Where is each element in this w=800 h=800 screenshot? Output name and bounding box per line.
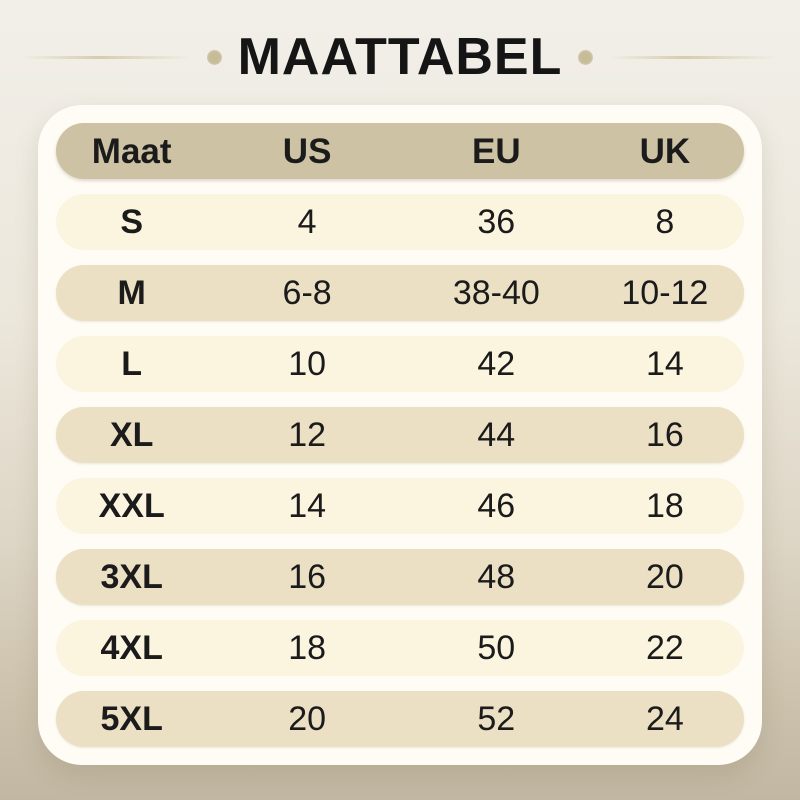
page-title: MAATTABEL bbox=[237, 28, 563, 86]
size-label-cell: 4XL bbox=[100, 629, 163, 667]
size-label-cell: S bbox=[120, 203, 144, 241]
table-row-xxl: XXL 14 46 18 bbox=[56, 478, 744, 534]
uk-value-cell: 10-12 bbox=[621, 274, 709, 312]
eu-value-cell: 50 bbox=[477, 629, 516, 667]
table-header-row: Maat US EU UK bbox=[56, 123, 744, 179]
header-cell-uk: UK bbox=[639, 131, 691, 171]
size-label-cell: XL bbox=[109, 416, 154, 454]
title-band: MAATTABEL bbox=[0, 28, 800, 86]
header-cell-us: US bbox=[282, 131, 332, 171]
uk-value-cell: 8 bbox=[655, 203, 675, 241]
title-decoration-line-left bbox=[22, 55, 191, 59]
title-decoration-line-right bbox=[609, 55, 778, 59]
table-row-xl: XL 12 44 16 bbox=[56, 407, 744, 463]
eu-value-cell: 38-40 bbox=[452, 274, 540, 312]
table-row-3xl: 3XL 16 48 20 bbox=[56, 549, 744, 605]
header-cell-maat: Maat bbox=[91, 131, 172, 171]
us-value-cell: 18 bbox=[288, 629, 327, 667]
table-row-l: L 10 42 14 bbox=[56, 336, 744, 392]
eu-value-cell: 44 bbox=[477, 416, 516, 454]
title-decoration-dot-left-icon bbox=[206, 49, 222, 65]
eu-value-cell: 36 bbox=[477, 203, 516, 241]
uk-value-cell: 22 bbox=[645, 629, 684, 667]
eu-value-cell: 42 bbox=[477, 345, 516, 383]
size-table-card: Maat US EU UK S 4 36 8 M 6-8 38-40 10-12… bbox=[38, 105, 762, 765]
us-value-cell: 14 bbox=[288, 487, 327, 525]
eu-value-cell: 52 bbox=[477, 700, 516, 738]
eu-value-cell: 48 bbox=[477, 558, 516, 596]
eu-value-cell: 46 bbox=[477, 487, 516, 525]
uk-value-cell: 16 bbox=[645, 416, 684, 454]
table-row-m: M 6-8 38-40 10-12 bbox=[56, 265, 744, 321]
us-value-cell: 10 bbox=[288, 345, 327, 383]
size-label-cell: 5XL bbox=[100, 700, 163, 738]
size-label-cell: XXL bbox=[98, 487, 165, 525]
us-value-cell: 4 bbox=[297, 203, 317, 241]
us-value-cell: 20 bbox=[288, 700, 327, 738]
size-label-cell: 3XL bbox=[100, 558, 163, 596]
uk-value-cell: 20 bbox=[645, 558, 684, 596]
us-value-cell: 6-8 bbox=[282, 274, 332, 312]
size-label-cell: M bbox=[117, 274, 146, 312]
us-value-cell: 16 bbox=[288, 558, 327, 596]
table-row-5xl: 5XL 20 52 24 bbox=[56, 691, 744, 747]
uk-value-cell: 24 bbox=[645, 700, 684, 738]
title-decoration-dot-right-icon bbox=[578, 49, 594, 65]
table-row-s: S 4 36 8 bbox=[56, 194, 744, 250]
us-value-cell: 12 bbox=[288, 416, 327, 454]
header-cell-eu: EU bbox=[472, 131, 521, 171]
size-label-cell: L bbox=[121, 345, 143, 383]
table-row-4xl: 4XL 18 50 22 bbox=[56, 620, 744, 676]
uk-value-cell: 18 bbox=[645, 487, 684, 525]
uk-value-cell: 14 bbox=[645, 345, 684, 383]
